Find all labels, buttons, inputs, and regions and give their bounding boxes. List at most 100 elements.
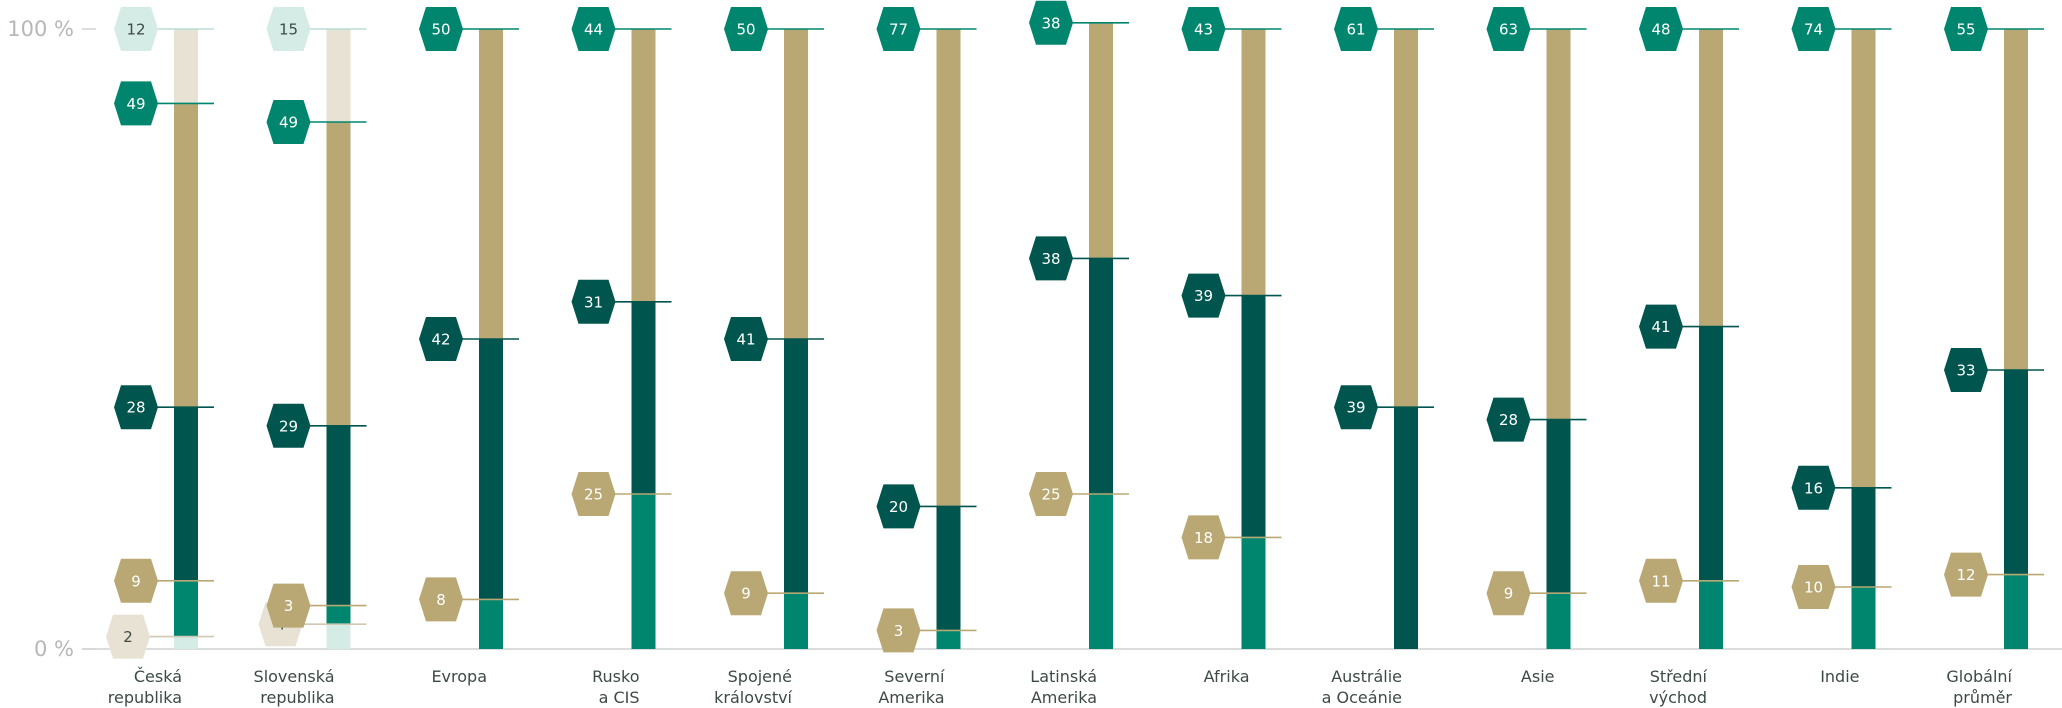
- bar-segment: [1699, 29, 1723, 327]
- value-badge: 77: [876, 7, 977, 51]
- bar-segment: [936, 630, 961, 649]
- data-label: 41: [1651, 318, 1670, 336]
- data-label: 25: [584, 486, 603, 504]
- value-badge: 31: [571, 279, 672, 324]
- category-label: Globální: [1946, 667, 2012, 686]
- badge-shape: [571, 279, 616, 324]
- badge-shape: [1029, 472, 1073, 516]
- badge-shape: [114, 385, 158, 430]
- bar-segment: [1546, 593, 1571, 649]
- value-badge: 49: [266, 100, 367, 144]
- value-badge: 39: [1334, 385, 1434, 430]
- badge-shape: [1334, 385, 1378, 430]
- data-label: 16: [1804, 479, 1823, 497]
- bar-segment: [784, 339, 808, 594]
- data-label: 28: [126, 399, 145, 417]
- value-badge: 44: [571, 7, 672, 51]
- data-label: 33: [1956, 362, 1975, 380]
- bar-segment: [479, 339, 503, 600]
- bar-segment: [1851, 487, 1876, 587]
- value-badge: 10: [1791, 565, 1892, 609]
- data-label: 12: [1956, 566, 1975, 584]
- badge-shape: [1486, 397, 1531, 442]
- data-label: 3: [284, 597, 294, 615]
- badge-shape: [1334, 7, 1378, 51]
- category-label: republika: [260, 688, 334, 707]
- bar-segment: [174, 636, 198, 649]
- bar-segment: [1241, 29, 1266, 296]
- category-label: Česká: [134, 667, 182, 686]
- axis-layer: 0 % 100 %: [7, 17, 2062, 661]
- category-label: Amerika: [878, 688, 944, 707]
- data-label: 20: [889, 498, 908, 516]
- value-badge: 48: [1639, 7, 1739, 51]
- data-label: 61: [1346, 21, 1365, 39]
- data-label: 2: [123, 628, 133, 646]
- value-badge: 9: [1486, 571, 1587, 616]
- value-badge: 41: [1639, 304, 1739, 349]
- category-label: Asie: [1521, 667, 1555, 686]
- badge-shape: [1029, 236, 1073, 281]
- data-label: 55: [1956, 21, 1975, 39]
- bar-segment: [1089, 22, 1113, 259]
- bar-segment: [1851, 587, 1876, 649]
- badge-shape: [1029, 0, 1073, 45]
- value-badge: 2: [106, 614, 214, 659]
- value-badge: 42: [419, 317, 519, 361]
- data-label: 49: [279, 114, 298, 132]
- data-label: 39: [1346, 399, 1365, 417]
- value-badge: 50: [724, 7, 824, 51]
- value-badge: 9: [114, 558, 214, 603]
- bar-segment: [1394, 29, 1418, 408]
- bar-segment: [1546, 419, 1571, 594]
- value-badge: 9: [724, 571, 824, 616]
- data-label: 42: [431, 331, 450, 349]
- value-badge: 3: [876, 608, 977, 653]
- category-label: východ: [1649, 688, 1707, 707]
- badge-shape: [419, 7, 463, 51]
- bar-segment: [631, 494, 656, 649]
- value-badge: 20: [876, 484, 977, 529]
- data-label: 28: [1499, 411, 1518, 429]
- category-label: Austrálie: [1331, 667, 1402, 686]
- data-label: 31: [584, 293, 603, 311]
- bar-segment: [2004, 370, 2028, 575]
- value-badge: 39: [1181, 273, 1282, 318]
- badge-shape: [1944, 348, 1988, 392]
- category-label: Indie: [1820, 667, 1859, 686]
- data-label: 38: [1041, 14, 1060, 32]
- category-label: Afrika: [1204, 667, 1250, 686]
- value-badge: 12: [1944, 552, 2044, 597]
- badge-shape: [114, 558, 158, 603]
- category-label: Slovenská: [254, 667, 335, 686]
- data-label: 12: [126, 21, 145, 39]
- badge-shape: [571, 472, 616, 516]
- category-label: Spojené: [728, 667, 792, 686]
- badge-shape: [1791, 7, 1836, 51]
- bar-segment: [784, 29, 808, 339]
- badge-shape: [266, 583, 311, 628]
- badge-shape: [114, 81, 158, 126]
- value-badge: 74: [1791, 7, 1892, 51]
- bar-segment: [326, 29, 351, 122]
- category-label: Rusko: [592, 667, 639, 686]
- bar-segment: [631, 29, 656, 302]
- data-label: 9: [1504, 585, 1514, 603]
- value-badge: 41: [724, 317, 824, 361]
- badge-shape: [1944, 7, 1988, 51]
- data-label: 48: [1651, 21, 1670, 39]
- bar-segment: [326, 624, 351, 649]
- bar-segment: [1699, 326, 1723, 581]
- badge-shape: [106, 614, 150, 659]
- bar-segment: [2004, 29, 2028, 370]
- bar-segment: [1546, 29, 1571, 420]
- value-badge: 25: [1029, 472, 1129, 516]
- category-label: a CIS: [599, 688, 640, 707]
- badge-shape: [266, 403, 311, 448]
- data-label: 74: [1804, 21, 1823, 39]
- badge-shape: [1639, 558, 1683, 603]
- bars-layer: [174, 22, 2028, 649]
- value-badge: 55: [1944, 7, 2044, 51]
- data-label: 49: [126, 95, 145, 113]
